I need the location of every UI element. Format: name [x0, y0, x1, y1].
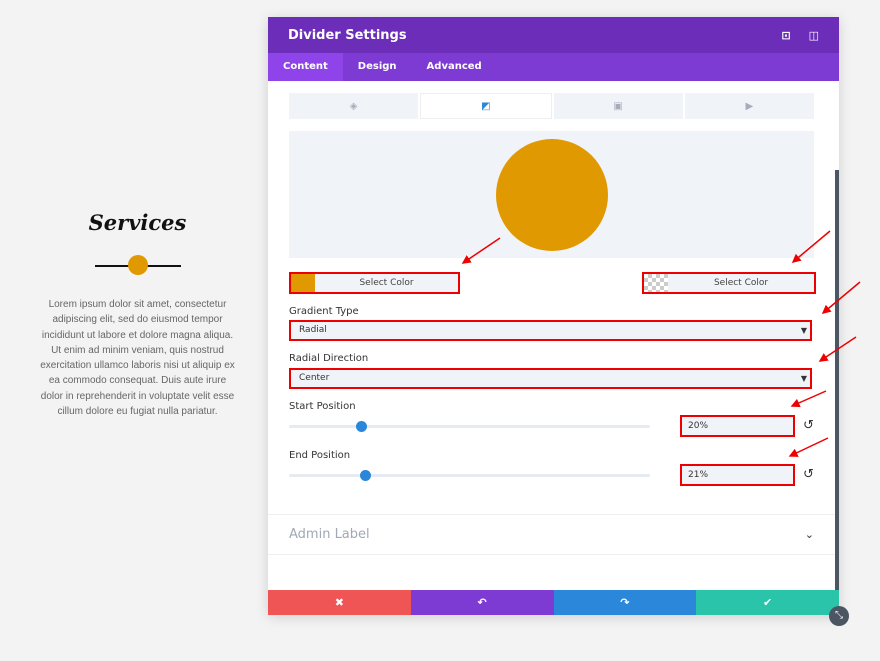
radial-direction-label: Radial Direction	[289, 353, 369, 364]
gradient-preview	[289, 131, 814, 258]
gradient-icon[interactable]: ◩	[420, 93, 552, 119]
modal-header: Divider Settings ⊡ ◫	[268, 17, 839, 53]
annotation-arrow	[821, 281, 861, 314]
dropdown-arrow-icon: ▼	[800, 374, 807, 383]
gradient-circle	[496, 139, 608, 251]
tab-design[interactable]: Design	[357, 61, 397, 72]
scrollbar[interactable]	[835, 170, 839, 590]
radial-direction-value: Center	[299, 373, 330, 383]
image-icon[interactable]: ▣	[553, 93, 683, 119]
divider-settings-modal: Divider Settings ⊡ ◫ Content Design Adva…	[268, 17, 839, 615]
services-text: Lorem ipsum dolor sit amet, consectetur …	[40, 299, 235, 418]
gradient-type-value: Radial	[299, 325, 327, 335]
start-position-label: Start Position	[289, 401, 356, 412]
reset-icon[interactable]: ↺	[803, 467, 814, 482]
annotation-arrow	[790, 390, 827, 408]
admin-label-section[interactable]: Admin Label ⌄	[268, 514, 835, 555]
color-swatch	[291, 274, 315, 292]
chevron-down-icon: ⌄	[804, 528, 814, 541]
color-fill-icon[interactable]: ◈	[289, 93, 419, 119]
modal-tabs: Content Design Advanced	[268, 53, 839, 81]
select-color-label: Select Color	[359, 278, 414, 288]
transparent-swatch	[644, 274, 668, 292]
tab-content[interactable]: Content	[268, 53, 343, 81]
end-position-label: End Position	[289, 450, 351, 461]
annotation-arrow	[788, 437, 829, 457]
redo-button[interactable]: ↷	[553, 590, 697, 615]
reset-icon[interactable]: ↺	[803, 418, 814, 433]
gradient-type-label: Gradient Type	[289, 306, 359, 317]
end-position-input[interactable]: 21%	[680, 464, 795, 486]
save-button[interactable]: ✔	[696, 590, 839, 615]
color-stop-1[interactable]: Select Color	[289, 272, 460, 294]
divider-dot	[127, 255, 148, 275]
tab-advanced[interactable]: Advanced	[426, 61, 482, 72]
annotation-arrow	[791, 230, 831, 263]
video-icon[interactable]: ▶	[684, 93, 814, 119]
radial-direction-select[interactable]: Center ▼	[289, 368, 812, 389]
end-position-slider[interactable]	[289, 470, 650, 481]
slider-handle[interactable]	[359, 470, 371, 481]
services-module: Services Lorem ipsum dolor sit amet, con…	[40, 210, 235, 419]
focus-icon[interactable]: ⊡	[781, 28, 791, 42]
sidebar-toggle-icon[interactable]: ◫	[808, 28, 819, 42]
dropdown-arrow-icon: ▼	[800, 326, 807, 335]
modal-footer: ✖ ↶ ↷ ✔	[268, 590, 839, 615]
background-type-tabs: ◈ ◩ ▣ ▶	[289, 93, 814, 119]
undo-button[interactable]: ↶	[410, 590, 554, 615]
annotation-arrow	[461, 237, 501, 264]
divider-preview	[94, 255, 181, 275]
select-color-label: Select Color	[713, 278, 769, 288]
cancel-button[interactable]: ✖	[268, 590, 411, 615]
admin-label-title: Admin Label	[289, 527, 370, 542]
resize-handle-icon[interactable]: ⤡	[829, 606, 849, 626]
services-heading: Services	[88, 210, 187, 235]
start-position-input[interactable]: 20%	[680, 415, 795, 437]
annotation-arrow	[818, 336, 857, 362]
color-stop-2[interactable]: Select Color	[642, 272, 816, 294]
start-position-slider[interactable]	[289, 421, 650, 432]
slider-handle[interactable]	[356, 421, 368, 432]
gradient-type-select[interactable]: Radial ▼	[289, 320, 812, 341]
modal-title: Divider Settings	[288, 27, 407, 43]
